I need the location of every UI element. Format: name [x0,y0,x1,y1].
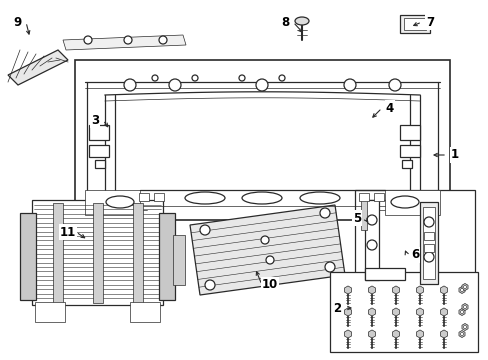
Ellipse shape [106,196,134,208]
Text: 8: 8 [280,15,288,28]
Circle shape [261,236,268,244]
Text: 6: 6 [410,248,418,261]
Circle shape [279,75,285,81]
Circle shape [159,36,167,44]
Bar [419,202,437,284]
Circle shape [256,79,267,91]
Bar [32,200,163,305]
Bar [154,193,163,201]
Bar [384,190,439,215]
Polygon shape [190,205,345,295]
Circle shape [460,288,463,292]
Bar [159,213,175,300]
Text: 5: 5 [352,211,360,225]
Text: 2: 2 [332,302,340,315]
Text: 11: 11 [60,225,76,238]
Circle shape [124,79,136,91]
Circle shape [239,75,244,81]
Bar [173,235,184,285]
Polygon shape [8,50,68,85]
Bar [329,272,477,352]
Bar [89,145,109,157]
Text: 10: 10 [262,279,278,292]
Bar [399,125,419,140]
Circle shape [204,280,215,290]
Circle shape [343,79,355,91]
Bar [423,244,433,252]
Circle shape [325,262,334,272]
Text: 3: 3 [91,113,99,126]
Circle shape [84,36,92,44]
Ellipse shape [299,192,339,204]
Bar [422,207,434,279]
Bar [403,18,425,30]
Bar [89,125,109,140]
Bar [130,302,160,322]
Circle shape [460,333,463,336]
Text: 7: 7 [425,15,433,28]
Circle shape [200,225,209,235]
Ellipse shape [390,196,418,208]
Bar [358,193,368,201]
Text: 4: 4 [385,102,393,114]
Circle shape [463,325,466,329]
Ellipse shape [294,17,308,25]
Ellipse shape [242,192,282,204]
Bar [373,193,383,201]
Text: 9: 9 [14,15,22,28]
Circle shape [463,305,466,309]
Bar [35,302,65,322]
Circle shape [423,217,433,227]
Circle shape [423,252,433,262]
Bar [53,203,63,303]
Circle shape [319,208,329,218]
Bar [95,160,105,168]
Bar [85,190,140,215]
Bar [399,15,429,33]
Bar [364,200,378,280]
Bar [139,193,149,201]
Bar [401,160,411,168]
Circle shape [460,310,463,314]
Bar [20,213,36,300]
Circle shape [463,285,466,289]
Bar [133,203,142,303]
Ellipse shape [184,192,224,204]
Circle shape [124,36,132,44]
Circle shape [192,75,198,81]
Polygon shape [63,35,185,50]
Text: 1: 1 [450,148,458,162]
Circle shape [366,240,376,250]
Circle shape [152,75,158,81]
Circle shape [366,215,376,225]
Bar [354,190,474,305]
Bar [399,145,419,157]
Circle shape [265,256,273,264]
Bar [75,60,449,220]
Bar [423,232,433,240]
Bar [360,200,366,230]
Circle shape [388,79,400,91]
Bar [93,203,103,303]
Circle shape [169,79,181,91]
Bar [364,268,404,280]
